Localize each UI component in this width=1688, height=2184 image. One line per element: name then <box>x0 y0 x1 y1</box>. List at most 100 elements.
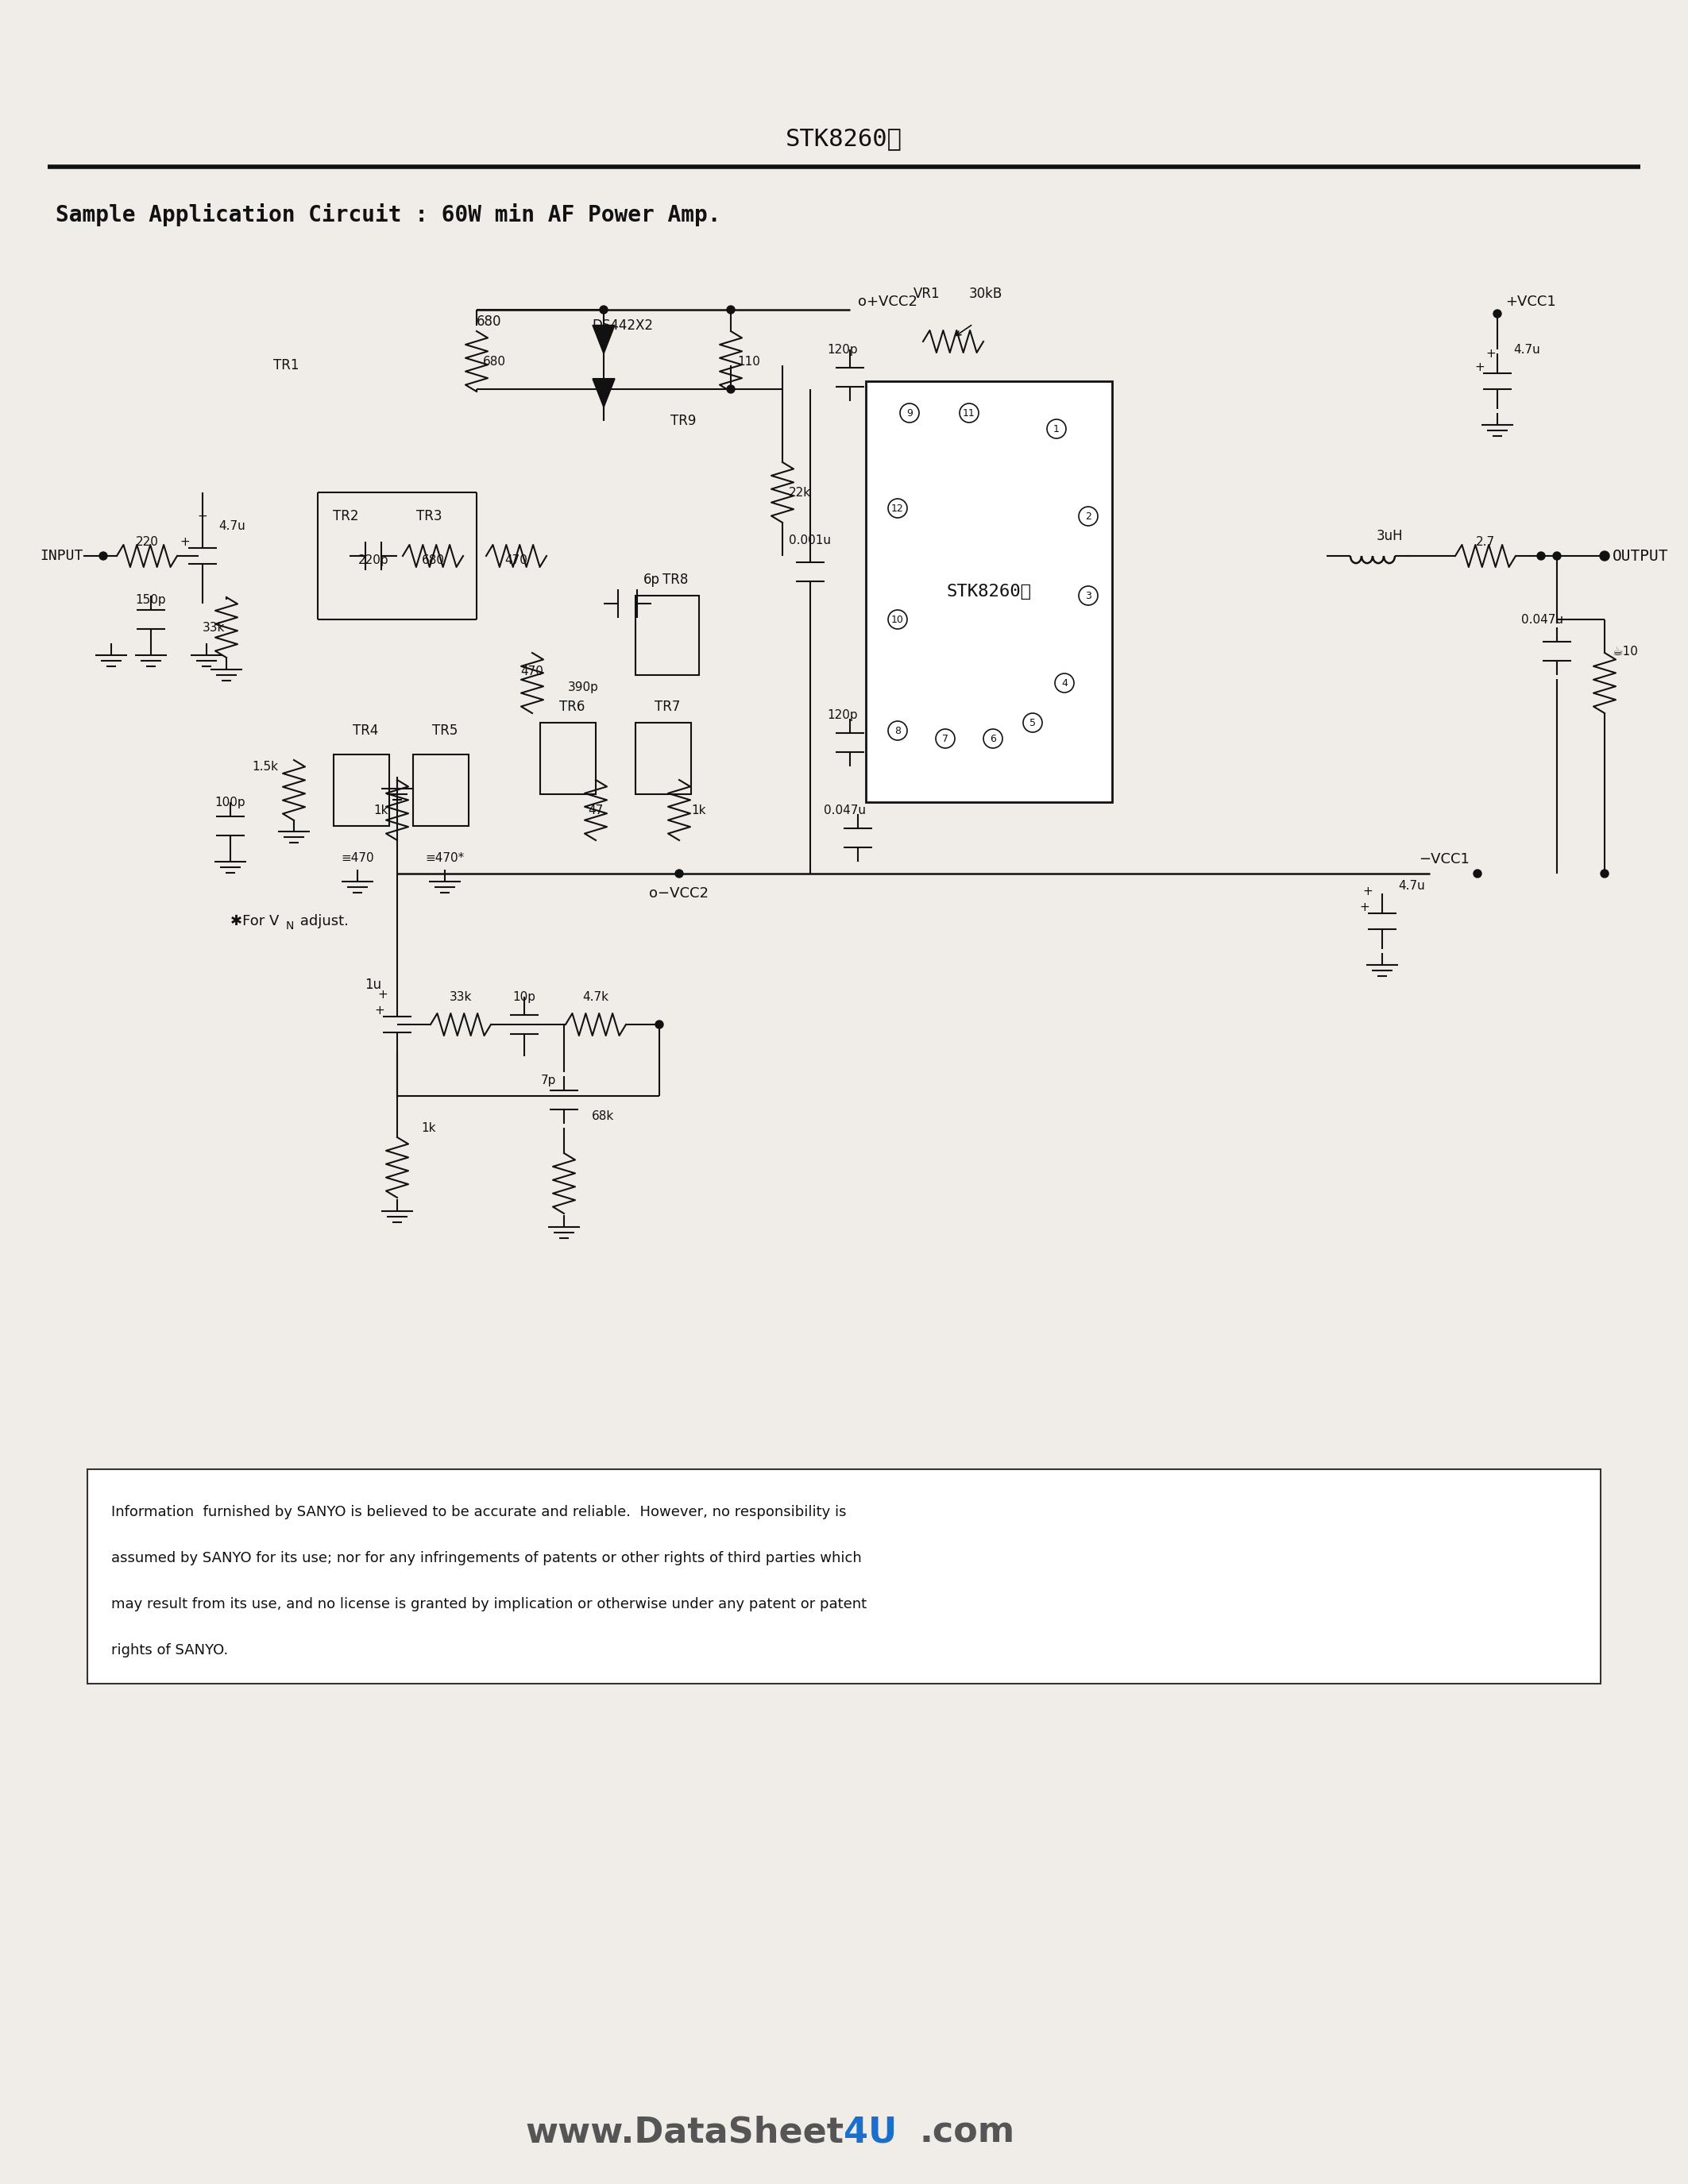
Text: 4.7u: 4.7u <box>1512 343 1539 356</box>
Text: TR6: TR6 <box>559 699 584 714</box>
Text: TR7: TR7 <box>655 699 680 714</box>
Text: 150p: 150p <box>135 594 165 605</box>
Circle shape <box>675 869 684 878</box>
Text: adjust.: adjust. <box>295 915 349 928</box>
Text: 680: 680 <box>422 555 444 566</box>
Text: 47: 47 <box>587 804 603 817</box>
Text: 100p: 100p <box>214 797 246 808</box>
Text: STK8260Ⅱ: STK8260Ⅱ <box>947 583 1031 601</box>
Text: Information  furnished by SANYO is believed to be accurate and reliable.  Howeve: Information furnished by SANYO is believ… <box>111 1505 846 1520</box>
Text: TR2: TR2 <box>333 509 358 524</box>
Text: ≡470*: ≡470* <box>425 852 464 863</box>
Text: 680: 680 <box>483 356 506 367</box>
Text: 1k: 1k <box>690 804 706 817</box>
Text: STK8260Ⅱ: STK8260Ⅱ <box>785 127 901 151</box>
Circle shape <box>1553 553 1561 559</box>
Text: 120p: 120p <box>827 343 858 356</box>
Text: +: + <box>1475 360 1485 373</box>
Text: 4.7u: 4.7u <box>1398 880 1425 891</box>
Text: TR4: TR4 <box>353 723 378 738</box>
Text: TR9: TR9 <box>670 413 695 428</box>
Text: ≡470: ≡470 <box>341 852 375 863</box>
Text: 33k: 33k <box>203 622 225 633</box>
Text: 7p: 7p <box>540 1075 555 1085</box>
Text: 1k: 1k <box>420 1123 436 1133</box>
Text: 6: 6 <box>989 734 996 745</box>
Circle shape <box>728 306 734 314</box>
Text: rights of SANYO.: rights of SANYO. <box>111 1642 228 1658</box>
Text: 22k: 22k <box>788 487 812 498</box>
Text: 390p: 390p <box>567 681 599 692</box>
Text: 68k: 68k <box>592 1109 614 1123</box>
Circle shape <box>1600 869 1609 878</box>
Text: +VCC1: +VCC1 <box>1506 295 1556 308</box>
Text: +: + <box>181 535 191 548</box>
Text: may result from its use, and no license is granted by implication or otherwise u: may result from its use, and no license … <box>111 1597 866 1612</box>
Text: 470: 470 <box>505 555 528 566</box>
Circle shape <box>599 306 608 314</box>
Text: 3uH: 3uH <box>1377 529 1403 544</box>
Text: +: + <box>375 1005 385 1016</box>
Text: TR8: TR8 <box>662 572 689 587</box>
Text: 7: 7 <box>942 734 949 745</box>
Text: 6p: 6p <box>643 572 660 587</box>
Text: 10p: 10p <box>513 992 535 1002</box>
Text: +: + <box>197 511 208 522</box>
Text: 110: 110 <box>738 356 760 367</box>
Text: 33k: 33k <box>449 992 473 1002</box>
Text: 0.047u: 0.047u <box>1521 614 1563 625</box>
Text: 220p: 220p <box>358 555 388 566</box>
Text: 8: 8 <box>895 725 901 736</box>
Text: 4.7u: 4.7u <box>218 520 245 531</box>
Text: +: + <box>1362 885 1372 898</box>
Text: TR3: TR3 <box>415 509 442 524</box>
Text: 1: 1 <box>1053 424 1060 435</box>
Text: +: + <box>1359 902 1369 913</box>
Text: o+VCC2: o+VCC2 <box>858 295 917 308</box>
Text: INPUT: INPUT <box>41 548 83 563</box>
Text: 4U: 4U <box>844 2116 896 2149</box>
Text: +: + <box>1485 347 1496 360</box>
Text: ☕10: ☕10 <box>1612 644 1639 657</box>
Text: TR1: TR1 <box>273 358 299 373</box>
Circle shape <box>1494 310 1501 317</box>
Text: 1.5k: 1.5k <box>252 760 279 773</box>
Circle shape <box>1474 869 1482 878</box>
Text: 0.001u: 0.001u <box>790 535 830 546</box>
Text: 11: 11 <box>962 408 976 417</box>
Text: −VCC1: −VCC1 <box>1420 852 1470 867</box>
Text: 0.047u: 0.047u <box>824 804 866 817</box>
Text: 220: 220 <box>135 535 159 548</box>
Text: www.DataSheet: www.DataSheet <box>525 2116 844 2149</box>
FancyBboxPatch shape <box>88 1470 1600 1684</box>
Text: assumed by SANYO for its use; nor for any infringements of patents or other righ: assumed by SANYO for its use; nor for an… <box>111 1551 861 1566</box>
Text: 470: 470 <box>520 666 544 677</box>
Text: o−VCC2: o−VCC2 <box>650 887 709 900</box>
Circle shape <box>100 553 108 559</box>
Text: DS442X2: DS442X2 <box>592 319 653 332</box>
Text: Sample Application Circuit : 60W min AF Power Amp.: Sample Application Circuit : 60W min AF … <box>56 203 721 225</box>
Text: 2.7: 2.7 <box>1475 535 1496 548</box>
Text: N: N <box>285 919 294 933</box>
Text: 1k: 1k <box>373 804 388 817</box>
Text: 9: 9 <box>906 408 913 417</box>
Text: 3: 3 <box>1085 590 1092 601</box>
Circle shape <box>599 384 608 393</box>
Text: 1u: 1u <box>365 978 381 992</box>
Circle shape <box>655 1020 663 1029</box>
Polygon shape <box>592 325 614 354</box>
Text: +: + <box>378 989 388 1000</box>
Circle shape <box>1538 553 1545 559</box>
Circle shape <box>728 384 734 393</box>
FancyBboxPatch shape <box>866 382 1112 802</box>
Circle shape <box>1600 550 1609 561</box>
Text: 4: 4 <box>1062 677 1067 688</box>
Text: 10: 10 <box>891 614 905 625</box>
Text: 120p: 120p <box>827 710 858 721</box>
Text: 12: 12 <box>891 502 903 513</box>
Text: ✱For V: ✱For V <box>230 915 279 928</box>
Text: 680: 680 <box>476 314 501 330</box>
Text: 4.7k: 4.7k <box>582 992 609 1002</box>
Polygon shape <box>592 378 614 408</box>
Text: 5: 5 <box>1030 719 1036 727</box>
